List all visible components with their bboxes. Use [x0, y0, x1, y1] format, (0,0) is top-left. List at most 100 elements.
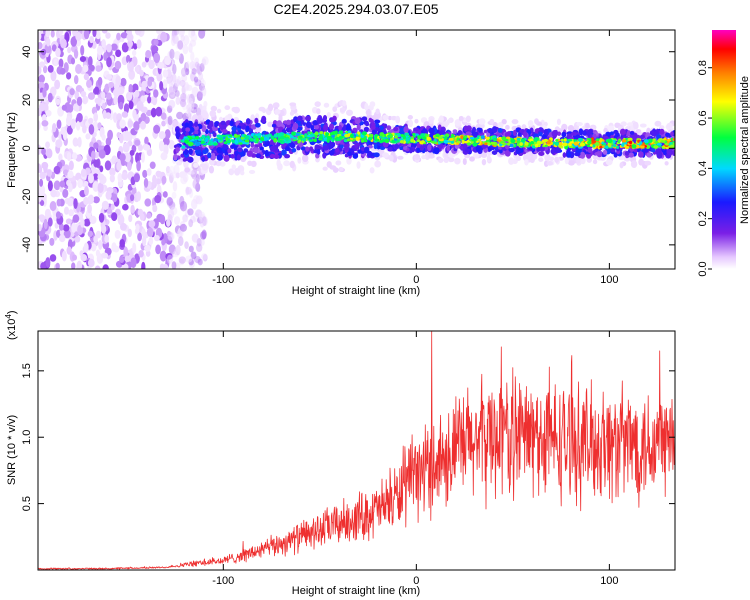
heat-cell: [323, 124, 329, 132]
colorbar-tick-label: 0.6: [697, 110, 709, 125]
heat-cell: [102, 264, 109, 269]
heat-cell: [314, 101, 321, 108]
heat-cell: [87, 173, 94, 184]
heat-cell: [397, 155, 404, 160]
heat-cell: [142, 169, 148, 179]
heat-cell: [59, 180, 66, 188]
heat-cell: [76, 112, 83, 123]
heat-cell: [361, 131, 367, 136]
heat-cell: [394, 144, 399, 149]
heat-cell: [487, 142, 491, 146]
heat-cell: [66, 125, 73, 135]
heat-cell: [460, 135, 464, 140]
heat-cell: [83, 30, 90, 40]
heat-cell: [114, 229, 121, 239]
heat-cell: [530, 141, 534, 145]
heat-cell: [421, 140, 425, 144]
heat-cell: [594, 152, 601, 156]
heat-cell: [269, 154, 276, 159]
heat-cell: [363, 126, 370, 133]
heat-cell: [110, 43, 118, 51]
heat-cell: [194, 121, 198, 127]
figure-title: C2E4.2025.294.03.07.E05: [273, 1, 438, 17]
heat-cell: [562, 152, 567, 158]
heat-cell: [382, 114, 389, 121]
heat-cell: [71, 262, 76, 269]
heat-cell: [75, 31, 82, 41]
heat-cell: [148, 220, 156, 228]
snr-series-line: [38, 331, 675, 570]
heat-cell: [578, 128, 584, 136]
heat-cell: [587, 128, 593, 135]
heat-cell: [368, 117, 373, 123]
heat-cell: [249, 137, 254, 142]
heat-cell: [153, 38, 159, 46]
heat-cell: [541, 134, 548, 139]
heat-cell: [567, 138, 573, 142]
heat-cell: [563, 138, 567, 142]
heat-cell: [500, 140, 505, 144]
heat-cell: [191, 86, 199, 97]
heat-cell: [160, 152, 168, 161]
heat-cell: [106, 43, 112, 53]
heat-cell: [93, 142, 99, 150]
heat-cell: [355, 136, 360, 141]
heat-cell: [332, 106, 338, 113]
heat-cell: [184, 122, 189, 128]
heat-cell: [83, 196, 89, 206]
heat-cell: [83, 186, 89, 196]
heat-cell: [579, 142, 585, 147]
heat-cell: [126, 161, 132, 171]
heat-cell: [289, 135, 294, 139]
heat-cell: [68, 182, 73, 193]
colorbar-ticks: 0.0 0.2 0.4 0.6 0.8: [697, 60, 712, 277]
heat-cell: [175, 128, 180, 134]
heat-cell: [527, 120, 534, 127]
heat-cell: [73, 74, 79, 85]
heat-cell: [464, 148, 471, 153]
heat-cell: [38, 107, 42, 117]
heat-cell: [171, 191, 177, 199]
heat-cell: [626, 130, 631, 137]
heat-cell: [188, 219, 194, 228]
heat-cell: [141, 228, 146, 238]
heat-cell: [166, 196, 174, 206]
heat-cell: [168, 86, 175, 95]
heat-cell: [46, 37, 51, 47]
heat-cell: [322, 166, 328, 171]
heat-cell: [305, 121, 312, 129]
heat-cell: [534, 118, 539, 125]
snr-panel: -100 0 100 0.5 1.0 1.5 Height of straight li…: [4, 310, 676, 597]
heat-cell: [189, 100, 195, 111]
heat-cell: [47, 180, 53, 192]
heat-cell: [101, 134, 106, 141]
heat-cell: [244, 135, 250, 140]
heat-cell: [102, 109, 107, 119]
heat-cell: [72, 214, 80, 223]
heat-cell: [188, 126, 195, 134]
heat-cell: [82, 124, 87, 134]
heat-cell: [619, 128, 626, 136]
heat-cell: [393, 126, 399, 132]
heat-cell: [307, 134, 312, 138]
heat-cell: [101, 252, 109, 259]
heat-cell: [289, 111, 295, 116]
heat-cell: [73, 103, 79, 112]
heat-cell: [144, 198, 152, 207]
heat-cell: [443, 157, 449, 163]
heat-cell: [318, 135, 324, 140]
heat-cell: [87, 230, 94, 238]
heat-cell: [55, 98, 61, 106]
heat-cell: [148, 236, 154, 246]
heat-cell: [111, 242, 117, 252]
heat-cell: [97, 45, 104, 56]
heat-cell: [124, 255, 131, 263]
heat-cell: [62, 188, 69, 199]
heat-cell: [617, 140, 621, 144]
heat-cell: [94, 265, 101, 269]
heat-cell: [117, 214, 125, 226]
heat-cell: [510, 138, 516, 144]
heat-cell: [316, 108, 321, 115]
heat-cell: [145, 50, 152, 59]
heat-cell: [121, 42, 129, 53]
